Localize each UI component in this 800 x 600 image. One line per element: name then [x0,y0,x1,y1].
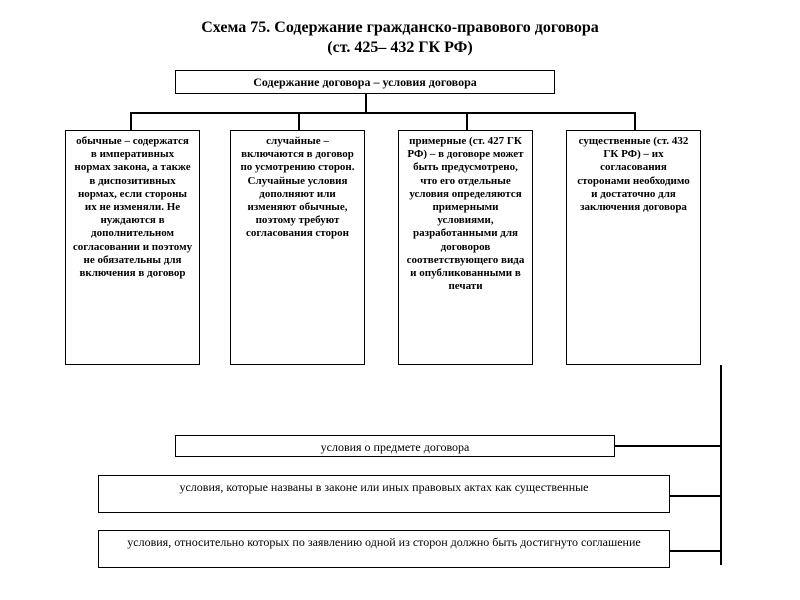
branch-box-0: обычные – содержатся в императивных норм… [65,130,200,365]
sub-text-2: условия, относительно которых по заявлен… [127,535,640,549]
conn-hbus [130,112,635,114]
title-line-2: (ст. 425– 432 ГК РФ) [327,39,472,56]
branch-box-1: случайные – включаются в договор по усмо… [230,130,365,365]
conn-stub-1 [612,445,722,447]
branch-box-2: примерные (ст. 427 ГК РФ) – в договоре м… [398,130,533,365]
conn-drop-2 [298,112,300,130]
title-line-1: Схема 75. Содержание гражданско-правовог… [201,19,599,36]
conn-drop-1 [130,112,132,130]
branch-text-3: существенные (ст. 432 ГК РФ) – их соглас… [577,135,690,213]
conn-root-down [365,94,367,112]
sub-text-1: условия, которые названы в законе или ин… [179,480,588,494]
conn-exist-down [720,365,722,565]
sub-text-0: условия о предмете договора [321,440,470,454]
root-box: Содержание договора – условия договора [175,70,555,94]
sub-box-1: условия, которые названы в законе или ин… [98,475,670,513]
sub-box-2: условия, относительно которых по заявлен… [98,530,670,568]
sub-box-0: условия о предмете договора [175,435,615,457]
branch-text-2: примерные (ст. 427 ГК РФ) – в договоре м… [407,135,525,292]
conn-drop-4 [634,112,636,130]
root-text: Содержание договора – условия договора [253,75,477,89]
branch-text-0: обычные – содержатся в императивных норм… [73,135,192,279]
branch-text-1: случайные – включаются в договор по усмо… [240,135,354,239]
diagram-title: Схема 75. Содержание гражданско-правовог… [0,0,800,58]
conn-drop-3 [466,112,468,130]
conn-stub-3 [667,550,722,552]
conn-stub-2 [667,495,722,497]
branch-box-3: существенные (ст. 432 ГК РФ) – их соглас… [566,130,701,365]
